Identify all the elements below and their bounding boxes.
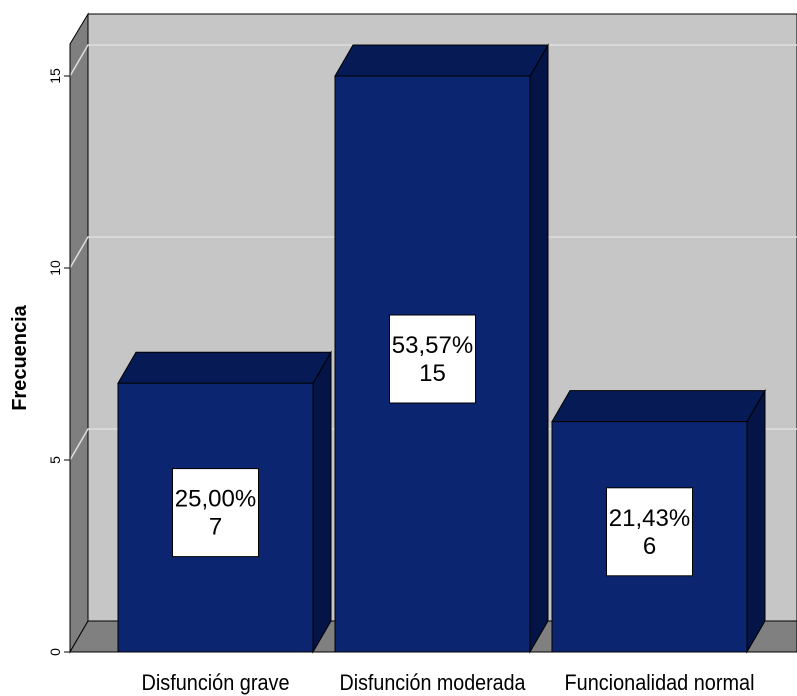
y-tick-label: 15: [47, 68, 63, 84]
data-label-count: 6: [643, 533, 656, 560]
data-label-box: [606, 487, 693, 577]
bar-group: 21,43%6: [551, 388, 766, 654]
grid-line: [69, 236, 797, 269]
data-label-count: 15: [419, 360, 446, 387]
bar-group: 25,00%7: [117, 350, 332, 654]
y-axis-ticks: 0 5 10 15: [47, 68, 70, 656]
bar-group: 53,57%15: [334, 43, 549, 654]
y-axis-title: Frecuencia: [9, 304, 31, 410]
x-tick-label: Funcionalidad normal: [565, 670, 755, 695]
x-tick-label: Disfunción moderada: [340, 670, 527, 695]
grid-line: [69, 44, 797, 77]
y-tick-label: 5: [47, 456, 63, 464]
data-label-percent: 21,43%: [609, 505, 690, 532]
bar-top: [117, 351, 332, 384]
bar-top: [334, 44, 549, 77]
y-tick-label: 0: [47, 648, 63, 656]
bar-top: [551, 390, 766, 423]
left-wall: [69, 12, 89, 654]
bar-side: [312, 350, 332, 654]
bar-side: [529, 43, 549, 654]
data-label-percent: 53,57%: [392, 332, 473, 359]
data-label-box: [172, 468, 259, 558]
bar-side: [746, 388, 766, 654]
x-axis-labels: Disfunción grave Disfunción moderada Funci…: [142, 670, 755, 695]
data-label-count: 7: [209, 514, 222, 541]
data-label-percent: 25,00%: [175, 486, 256, 513]
data-label-box: [389, 314, 476, 404]
y-tick-label: 10: [47, 260, 63, 276]
x-tick-label: Disfunción grave: [142, 670, 290, 695]
